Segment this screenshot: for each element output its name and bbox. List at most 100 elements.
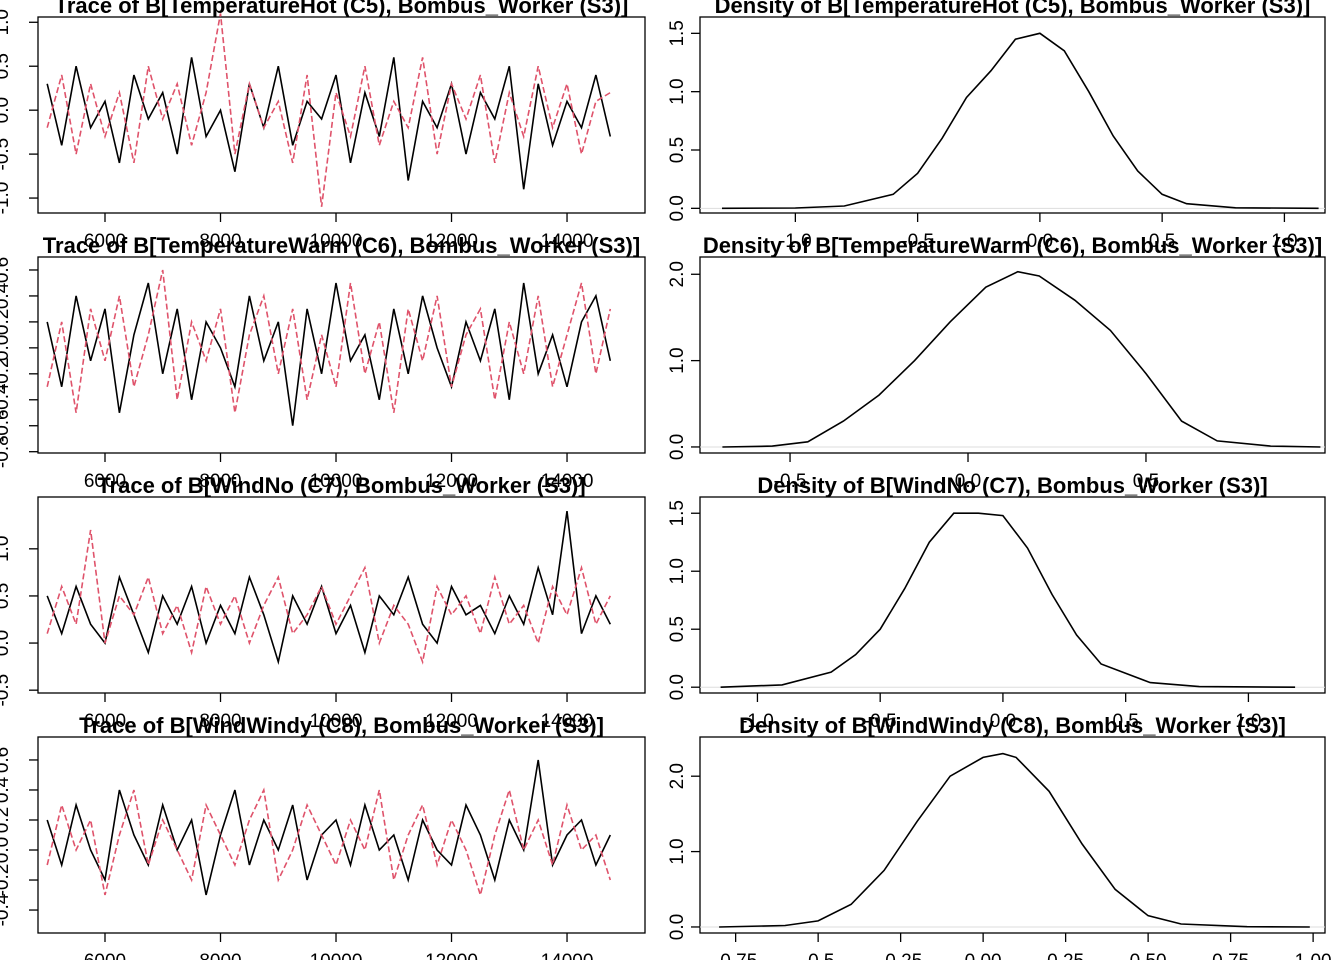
plot-frame: [37, 256, 646, 454]
x-tick-label: 14000: [541, 471, 594, 492]
y-tick-label: 0.5: [0, 583, 13, 609]
y-tick-label: 0.0: [667, 195, 688, 221]
y-tick-label: 1.5: [667, 500, 688, 526]
x-tick-label: 6000: [84, 951, 126, 960]
trace-line: [46, 787, 612, 898]
y-tick-label: 2.0: [667, 763, 688, 789]
y-tick-label: 0.0: [667, 434, 688, 460]
y-tick-label: -0.4: [0, 383, 13, 416]
x-tick-label: 0.75: [1212, 951, 1249, 960]
y-tick-label: 0.5: [0, 53, 13, 79]
y-tick-label: 0.0: [0, 97, 13, 123]
y-tick-label: 0.0: [0, 335, 13, 361]
plot-frame: [37, 736, 646, 934]
x-tick-label: 0.00: [965, 951, 1002, 960]
chart-title: Trace of B[TemperatureHot (C5), Bombus_W…: [55, 0, 629, 18]
y-tick-label: 0.0: [0, 837, 13, 863]
trace-line: [46, 529, 612, 665]
chart-title: Density of B[WindWindy (C8), Bombus_Work…: [739, 713, 1286, 738]
x-tick-label: 0.5: [1149, 231, 1175, 252]
y-tick-label: 0.2: [0, 309, 13, 335]
x-tick-label: 0.25: [1047, 951, 1084, 960]
trace-line: [46, 282, 612, 426]
y-tick-label: -0.6: [0, 409, 13, 442]
chart-title: Density of B[TemperatureHot (C5), Bombus…: [715, 0, 1311, 18]
plot-frame: [699, 736, 1326, 934]
density-line: [721, 32, 1319, 210]
y-tick-label: 0.6: [0, 747, 13, 773]
y-tick-label: 2.0: [667, 261, 688, 287]
x-tick-label: 8000: [199, 711, 241, 732]
y-tick-label: 0.0: [667, 674, 688, 700]
plot-frame: [699, 256, 1326, 454]
x-tick-label: 14000: [541, 231, 594, 252]
x-tick-label: 12000: [425, 951, 478, 960]
trace-line: [46, 759, 612, 896]
x-tick-label: 0.0: [1027, 231, 1053, 252]
y-tick-label: 0.0: [667, 914, 688, 940]
x-tick-label: 10000: [310, 951, 363, 960]
x-tick-label: 10000: [310, 231, 363, 252]
y-tick-label: 1.0: [667, 347, 688, 373]
density-line: [720, 512, 1296, 688]
y-tick-label: -0.8: [0, 435, 13, 468]
y-tick-label: 0.4: [0, 282, 13, 309]
y-tick-label: 1.0: [0, 536, 13, 562]
x-tick-label: -0.25: [879, 951, 922, 960]
x-tick-label: 14000: [541, 951, 594, 960]
x-tick-label: 10000: [310, 711, 363, 732]
y-tick-label: 0.2: [0, 807, 13, 833]
x-tick-label: 8000: [199, 951, 241, 960]
y-tick-label: 1.0: [667, 78, 688, 104]
x-tick-label: 12000: [425, 711, 478, 732]
y-tick-label: 1.0: [667, 558, 688, 584]
density-line: [722, 270, 1321, 448]
x-tick-label: -1.0: [741, 711, 774, 732]
x-tick-label: 0.0: [990, 711, 1016, 732]
chart-title: Density of B[WindNo (C7), Bombus_Worker …: [757, 473, 1267, 498]
plot-frame: [37, 16, 646, 214]
x-tick-label: -1.0: [779, 231, 812, 252]
x-tick-label: 8000: [199, 231, 241, 252]
y-tick-label: -0.2: [0, 864, 13, 897]
x-tick-label: 6000: [84, 231, 126, 252]
y-tick-label: -0.5: [0, 674, 13, 707]
y-tick-label: 1.0: [667, 838, 688, 864]
x-tick-label: 6000: [84, 711, 126, 732]
y-tick-label: -0.4: [0, 893, 13, 926]
x-tick-label: 14000: [541, 711, 594, 732]
x-tick-label: 10000: [310, 471, 363, 492]
trace-line: [46, 13, 611, 207]
chart-title: Trace of B[TemperatureWarm (C6), Bombus_…: [43, 233, 640, 258]
y-tick-label: 1.5: [667, 20, 688, 46]
density-line: [719, 752, 1310, 928]
chart-title: Trace of B[WindWindy (C8), Bombus_Worker…: [79, 713, 604, 738]
y-tick-label: 1.0: [0, 9, 13, 35]
x-tick-label: 1.00: [1295, 951, 1332, 960]
y-tick-label: -0.2: [0, 357, 13, 390]
trace-line: [46, 510, 612, 666]
x-tick-label: 1.0: [1235, 711, 1261, 732]
trace-line: [46, 57, 612, 190]
x-tick-label: 0.0: [955, 471, 981, 492]
x-tick-label: -0.5: [864, 711, 897, 732]
chart-title: Trace of B[WindNo (C7), Bombus_Worker (S…: [97, 473, 585, 498]
chart-title: Density of B[TemperatureWarm (C6), Bombu…: [703, 233, 1322, 258]
y-tick-label: -1.0: [0, 182, 13, 215]
x-tick-label: -0.5: [901, 231, 934, 252]
y-tick-label: 0.5: [667, 616, 688, 642]
x-tick-label: 0.50: [1130, 951, 1167, 960]
plot-frame: [699, 496, 1326, 694]
x-tick-label: -0.75: [714, 951, 757, 960]
x-tick-label: 8000: [199, 471, 241, 492]
x-tick-label: 12000: [425, 231, 478, 252]
trace-line: [46, 269, 612, 413]
y-tick-label: -0.5: [0, 138, 13, 171]
x-tick-label: -0.5: [774, 471, 807, 492]
plot-frame: [699, 16, 1326, 214]
x-tick-label: 12000: [425, 471, 478, 492]
x-tick-label: -0.5: [802, 951, 835, 960]
x-tick-label: 0.5: [1112, 711, 1138, 732]
